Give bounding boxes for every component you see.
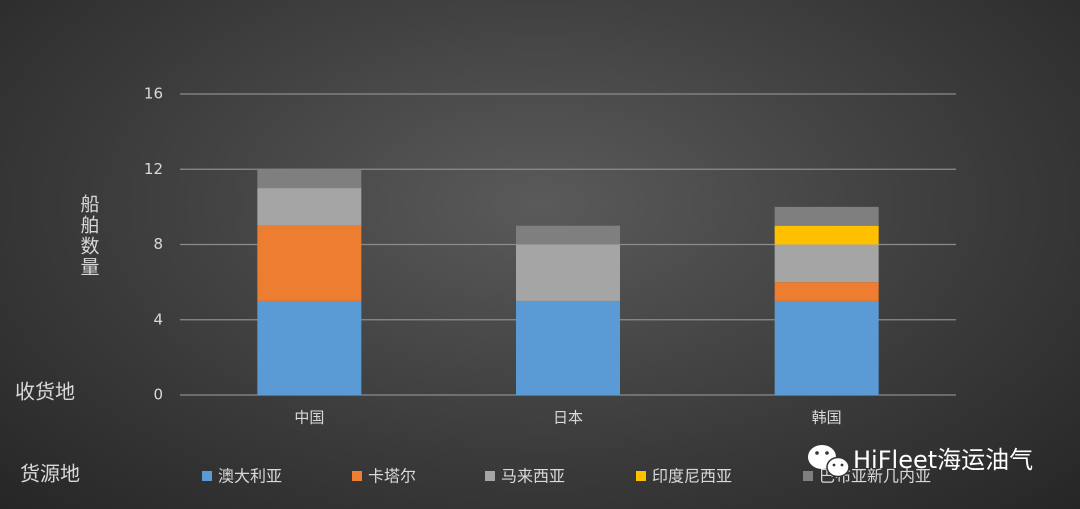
bar-segment [774,282,879,301]
legend-title: 货源地 [20,462,80,486]
y-tick-label: 0 [153,386,163,404]
bar-segment [774,206,879,226]
y-tick-label: 12 [144,160,163,178]
bar-segment [516,225,620,245]
x-tick-label: 日本 [553,409,583,427]
legend-label: 澳大利亚 [218,467,282,486]
y-tick-label: 8 [153,235,163,253]
bar-segment [257,169,362,189]
y-tick-label: 16 [144,85,163,103]
x-axis-label: 收货地 [15,380,75,404]
legend-swatch [352,471,362,481]
bar-segment [257,225,362,301]
legend-label: 卡塔尔 [368,467,416,486]
x-tick-label: 韩国 [812,409,842,427]
legend-label: 印度尼西亚 [652,467,732,486]
legend-swatch [202,471,212,481]
bar-segment [774,244,879,283]
bar-segment [257,188,362,226]
bar-segment [774,300,879,395]
y-axis-label: 船舶数量 [78,194,100,278]
bar-segment [774,225,879,245]
legend-label: 马来西亚 [501,467,565,486]
legend-swatch [803,471,813,481]
bar-segment [516,244,620,301]
bar-segment [516,300,620,395]
plot: 0481216中国 日本 韩国船舶数量收货地货源地 澳大利亚 卡塔尔 马来西亚 印度尼西亚巴… [15,85,956,486]
legend-swatch [485,471,495,481]
watermark: HiFleet海运油气 [853,446,1033,474]
legend-swatch [636,471,646,481]
wechat-icon [808,445,850,478]
bar-segment [257,300,362,395]
y-tick-label: 4 [153,310,163,328]
x-tick-label: 中国 [294,409,324,427]
